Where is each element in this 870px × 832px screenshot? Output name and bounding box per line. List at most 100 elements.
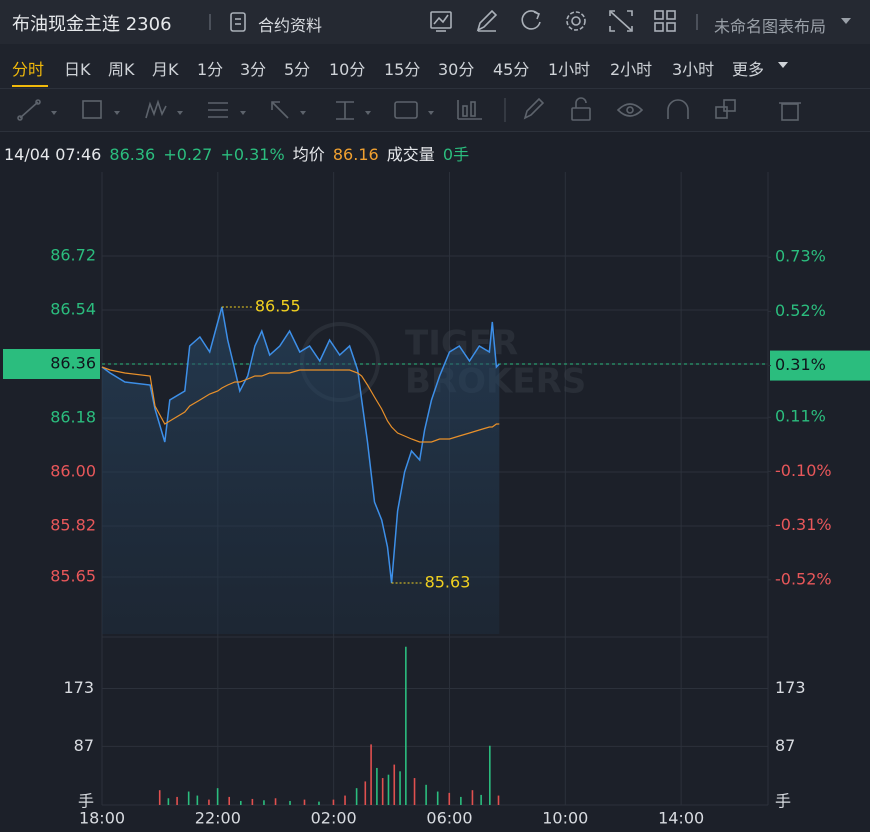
volume-bar [399, 771, 401, 805]
period-bar: 分时 日K 周K 月K 1分 3分 5分 10分 15分 30分 45分 1小时 2小时 3小时 更多 [0, 44, 870, 89]
volume-bar [370, 744, 372, 805]
period-tab[interactable]: 10分 [329, 60, 366, 79]
change-pct: +0.31% [220, 145, 285, 164]
volume-tick-label: 173 [63, 678, 94, 697]
y-tick-label: 86.00 [50, 462, 96, 481]
y2-tick-label: 0.31% [775, 355, 826, 374]
volume-bar [413, 778, 416, 805]
volume-bar [332, 799, 335, 805]
period-tab[interactable]: 45分 [493, 60, 530, 79]
y2-tick-label: -0.10% [775, 461, 832, 480]
period-tab[interactable]: 1小时 [548, 60, 591, 79]
volume-bar [208, 799, 210, 805]
annotation-label: 85.63 [425, 573, 471, 592]
volume-bar [364, 781, 367, 805]
current-pct-tag [770, 350, 870, 381]
avg-label: 均价 [292, 145, 325, 164]
y-tick-label: 86.18 [50, 408, 96, 427]
instrument-title: 布油现金主连 2306 [12, 14, 172, 35]
x-tick-label: 06:00 [426, 809, 472, 828]
period-tab[interactable]: 3小时 [672, 60, 715, 79]
info-bar: 14/04 07:46 86.36 +0.27 +0.31% 均价 86.16 … [4, 141, 472, 165]
volume-tick-label: 87 [775, 736, 795, 755]
volume-bar [448, 792, 451, 805]
layout-caret [841, 18, 851, 24]
volume-bar [480, 794, 482, 805]
price: 86.36 [109, 145, 156, 164]
volume-bar [405, 646, 407, 805]
y2-tick-label: -0.31% [775, 515, 832, 534]
volume-bar [381, 778, 384, 805]
header-icons [209, 9, 698, 32]
period-tab[interactable]: 15分 [384, 60, 421, 79]
y-tick-label: 85.65 [50, 567, 96, 586]
period-tab[interactable]: 30分 [438, 60, 475, 79]
tool-icons [17, 97, 801, 122]
volume-bar [289, 800, 291, 805]
y-tick-label: 85.82 [50, 516, 96, 535]
price-area [102, 307, 500, 634]
volume-tick-label: 173 [775, 678, 806, 697]
period-tab[interactable]: 日K [64, 60, 91, 79]
x-tick-label: 14:00 [658, 809, 704, 828]
time: 14/04 07:46 [4, 145, 102, 164]
volume-bar [497, 795, 500, 805]
y2-tick-label: -0.52% [775, 569, 832, 588]
volume-bar [387, 774, 390, 805]
volume-tick-label: 手 [775, 792, 791, 811]
volume-bar [216, 788, 219, 805]
tool-carets [51, 111, 434, 115]
volume-bar [393, 764, 396, 805]
y2-tick-label: 0.11% [775, 407, 826, 426]
period-tab[interactable]: 周K [108, 60, 135, 79]
volume-bar [176, 796, 178, 805]
annotation-label: 86.55 [255, 297, 301, 316]
volume-bar [425, 784, 427, 805]
period-tab[interactable]: 3分 [240, 60, 267, 79]
contract-info[interactable]: 合约资料 [258, 16, 323, 35]
y-tick-label: 86.36 [50, 354, 96, 373]
avg: 86.16 [332, 145, 379, 164]
header: 布油现金主连 2306 合约资料 未命名图表布局 [0, 0, 870, 44]
volume-tick-label: 87 [74, 736, 94, 755]
y2-tick-label: 0.52% [775, 301, 826, 320]
more-caret [778, 62, 788, 68]
period-tab[interactable]: 5分 [284, 60, 311, 79]
volume-bar [263, 800, 265, 805]
volume-bar [158, 790, 161, 805]
change: +0.27 [163, 145, 213, 164]
volume-bar [303, 799, 306, 805]
avg-line [101, 366, 500, 443]
volume-bar [274, 798, 277, 805]
volume-label: 成交量 [386, 145, 435, 164]
volume-bar [318, 801, 320, 805]
period-tab[interactable]: 分时 [12, 60, 45, 79]
y2-tick-label: 0.73% [775, 247, 826, 266]
price-line [101, 306, 500, 584]
volume-bar [344, 795, 346, 805]
volume-tick-label: 手 [78, 792, 94, 811]
x-tick-label: 22:00 [195, 809, 241, 828]
x-tick-label: 10:00 [542, 809, 588, 828]
volume-bar [239, 800, 242, 805]
volume-bar [355, 788, 358, 805]
y-tick-label: 86.72 [50, 246, 96, 265]
current-price-tag [3, 349, 100, 379]
volume-bar [187, 791, 190, 805]
volume-bar [460, 796, 462, 805]
volume-bar [228, 796, 231, 805]
period-tab[interactable]: 2小时 [610, 60, 653, 79]
period-tab[interactable]: 1分 [197, 60, 224, 79]
volume-bar [376, 767, 378, 805]
volume-bar [436, 791, 439, 805]
period-tab[interactable]: 更多 [732, 60, 765, 79]
x-tick-label: 02:00 [311, 809, 357, 828]
volume-bar [196, 795, 199, 805]
volume-bar [167, 798, 170, 805]
period-tab[interactable]: 月K [152, 60, 179, 79]
volume-bar [489, 745, 491, 805]
layout-menu[interactable]: 未命名图表布局 [714, 17, 827, 36]
x-tick-label: 18:00 [79, 809, 125, 828]
